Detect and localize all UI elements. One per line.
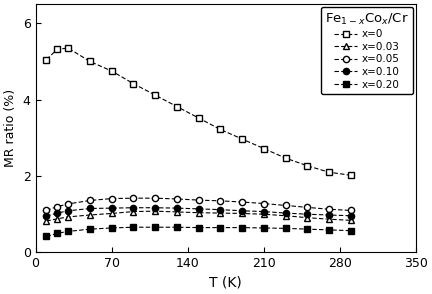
x=0.03 — [87, 213, 92, 217]
x=0.03 — [152, 209, 158, 213]
x=0.20 — [218, 226, 223, 229]
x=0.05 — [174, 197, 179, 201]
x=0.20 — [239, 226, 245, 229]
Legend: x=0, x=0.03, x=0.05, x=0.10, x=0.20: x=0, x=0.03, x=0.05, x=0.10, x=0.20 — [321, 7, 413, 94]
x=0.10 — [152, 206, 158, 210]
x=0.20 — [152, 225, 158, 229]
x=0 — [174, 105, 179, 108]
X-axis label: T (K): T (K) — [210, 276, 242, 290]
x=0.03 — [55, 217, 60, 220]
x=0.05 — [196, 198, 201, 202]
x=0.10 — [239, 209, 245, 213]
x=0.03 — [44, 219, 49, 223]
x=0.03 — [196, 211, 201, 214]
x=0.10 — [283, 211, 288, 215]
x=0.05 — [66, 202, 71, 206]
x=0.03 — [305, 216, 310, 219]
x=0.05 — [109, 197, 114, 200]
x=0.20 — [283, 227, 288, 230]
x=0.05 — [55, 205, 60, 208]
x=0.10 — [348, 214, 353, 218]
x=0.03 — [239, 212, 245, 215]
x=0 — [261, 147, 267, 150]
x=0.10 — [174, 206, 179, 210]
x=0.05 — [87, 199, 92, 202]
x=0.10 — [305, 213, 310, 216]
x=0.20 — [261, 226, 267, 230]
x=0.03 — [109, 212, 114, 215]
x=0 — [109, 69, 114, 73]
x=0.10 — [55, 211, 60, 215]
x=0.20 — [196, 226, 201, 229]
x=0.20 — [348, 229, 353, 233]
x=0.10 — [218, 208, 223, 211]
x=0.05 — [305, 206, 310, 209]
x=0 — [55, 47, 60, 51]
x=0.10 — [66, 209, 71, 213]
x=0.10 — [196, 207, 201, 211]
x=0.03 — [348, 218, 353, 222]
x=0 — [283, 156, 288, 160]
x=0.10 — [44, 214, 49, 218]
x=0 — [348, 173, 353, 177]
Line: x=0.10: x=0.10 — [43, 205, 354, 219]
x=0 — [66, 46, 71, 50]
x=0.05 — [218, 199, 223, 203]
x=0 — [131, 82, 136, 85]
Line: x=0.05: x=0.05 — [43, 195, 354, 213]
x=0.05 — [44, 209, 49, 212]
x=0.20 — [174, 225, 179, 229]
x=0.20 — [87, 227, 92, 231]
x=0.10 — [261, 210, 267, 213]
x=0.03 — [283, 214, 288, 218]
x=0 — [196, 116, 201, 120]
x=0.05 — [152, 196, 158, 200]
x=0.20 — [55, 232, 60, 235]
Line: x=0: x=0 — [43, 45, 354, 178]
x=0.20 — [109, 226, 114, 230]
x=0.03 — [174, 210, 179, 214]
x=0.03 — [261, 213, 267, 216]
x=0.03 — [66, 215, 71, 219]
x=0.10 — [326, 213, 331, 217]
x=0 — [152, 93, 158, 97]
x=0 — [44, 58, 49, 61]
x=0.05 — [261, 202, 267, 205]
x=0 — [239, 137, 245, 141]
x=0.05 — [348, 209, 353, 212]
x=0 — [87, 60, 92, 63]
x=0.05 — [326, 208, 331, 211]
Line: x=0.20: x=0.20 — [43, 224, 354, 240]
x=0 — [326, 171, 331, 174]
x=0.20 — [44, 235, 49, 238]
x=0.03 — [326, 218, 331, 221]
x=0.20 — [305, 227, 310, 231]
x=0 — [305, 164, 310, 168]
x=0.20 — [326, 228, 331, 232]
x=0 — [218, 128, 223, 131]
x=0.20 — [131, 225, 136, 229]
x=0.05 — [131, 196, 136, 200]
x=0.20 — [66, 230, 71, 233]
Line: x=0.03: x=0.03 — [43, 208, 354, 224]
x=0.03 — [131, 210, 136, 213]
x=0.10 — [131, 206, 136, 210]
x=0.10 — [87, 207, 92, 210]
x=0.03 — [218, 211, 223, 215]
x=0.05 — [283, 204, 288, 207]
x=0.10 — [109, 206, 114, 210]
x=0.05 — [239, 200, 245, 204]
Y-axis label: MR ratio (%): MR ratio (%) — [4, 89, 17, 167]
